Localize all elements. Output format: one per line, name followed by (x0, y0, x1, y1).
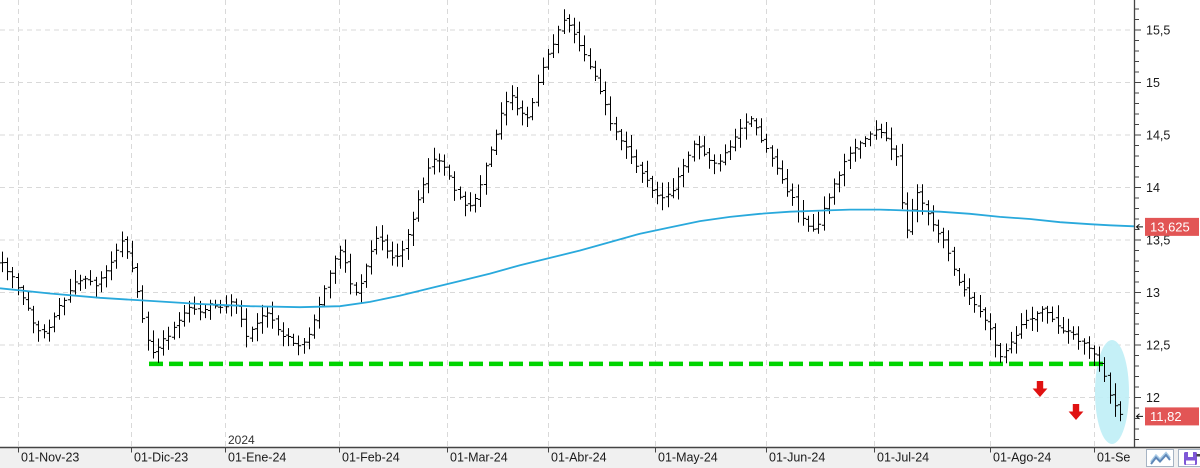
y-axis-label: 14 (1146, 181, 1160, 195)
y-axis-label: 13 (1146, 286, 1160, 300)
x-axis-label: 01-Feb-24 (342, 451, 400, 465)
x-axis-labels: 01-Nov-23 01-Dic-23 01-Ene-24 01-Feb-24 01-M… (21, 451, 1130, 465)
x-axis-label: 01-Nov-23 (21, 451, 79, 465)
moving-average-path (0, 208, 1135, 309)
save-button[interactable] (1178, 449, 1200, 467)
highlight-ellipse (1095, 340, 1129, 444)
x-axis-label: 01-Abr-24 (551, 451, 607, 465)
bottom-strip (0, 448, 1200, 468)
year-label: 2024 (228, 433, 255, 447)
y-axis-label: 15,5 (1146, 24, 1170, 38)
down-arrow-icon (1068, 404, 1084, 420)
save-icon-shutter (1188, 452, 1193, 457)
down-arrow-annotations (1032, 381, 1084, 420)
ohlc-bars (0, 9, 1124, 422)
x-axis-label: 01-May-24 (658, 451, 718, 465)
y-axis-label: 13,5 (1146, 234, 1170, 248)
y-axis-label: 15 (1146, 76, 1160, 90)
left-arrow-icon (1135, 223, 1143, 230)
zigzag-chart-icon (1150, 453, 1171, 465)
x-axis-label: 01-Ago-24 (993, 451, 1051, 465)
price-marker-label: 11,82 (1150, 409, 1182, 424)
price-marker-label: 13,625 (1150, 219, 1190, 234)
highlight-ellipse-shape (1095, 340, 1129, 444)
y-axis-label: 12 (1146, 391, 1160, 405)
cutoff-ui-fragment (1196, 454, 1200, 457)
down-arrow-icon (1032, 381, 1048, 397)
ohlc-bars-path (0, 9, 1124, 422)
x-axis-label: 01-Se (1097, 451, 1130, 465)
y-axis-labels: 15,5 15 14,5 14 13,5 13 12,5 12 (1146, 24, 1170, 406)
left-arrow-icon (1135, 413, 1143, 420)
zigzag-chart-icon (1150, 451, 1171, 463)
gridlines (0, 0, 1135, 447)
price-markers: 13,625 11,82 (1135, 217, 1199, 426)
chart-type-button[interactable] (1146, 449, 1174, 467)
y-axis-label: 12,5 (1146, 339, 1170, 353)
save-icon-label (1186, 460, 1195, 465)
moving-average-line (0, 208, 1135, 309)
x-axis-label: 01-Mar-24 (450, 451, 508, 465)
price-marker-box (1145, 217, 1199, 236)
bottom-toolbar (1146, 449, 1200, 467)
x-axis-label: 01-Ene-24 (228, 451, 286, 465)
y-axis-label: 14,5 (1146, 129, 1170, 143)
x-axis-label: 01-Jun-24 (769, 451, 825, 465)
price-marker-box (1145, 407, 1199, 426)
x-axis-label: 01-Dic-23 (134, 451, 188, 465)
x-axis-label: 01-Jul-24 (877, 451, 929, 465)
